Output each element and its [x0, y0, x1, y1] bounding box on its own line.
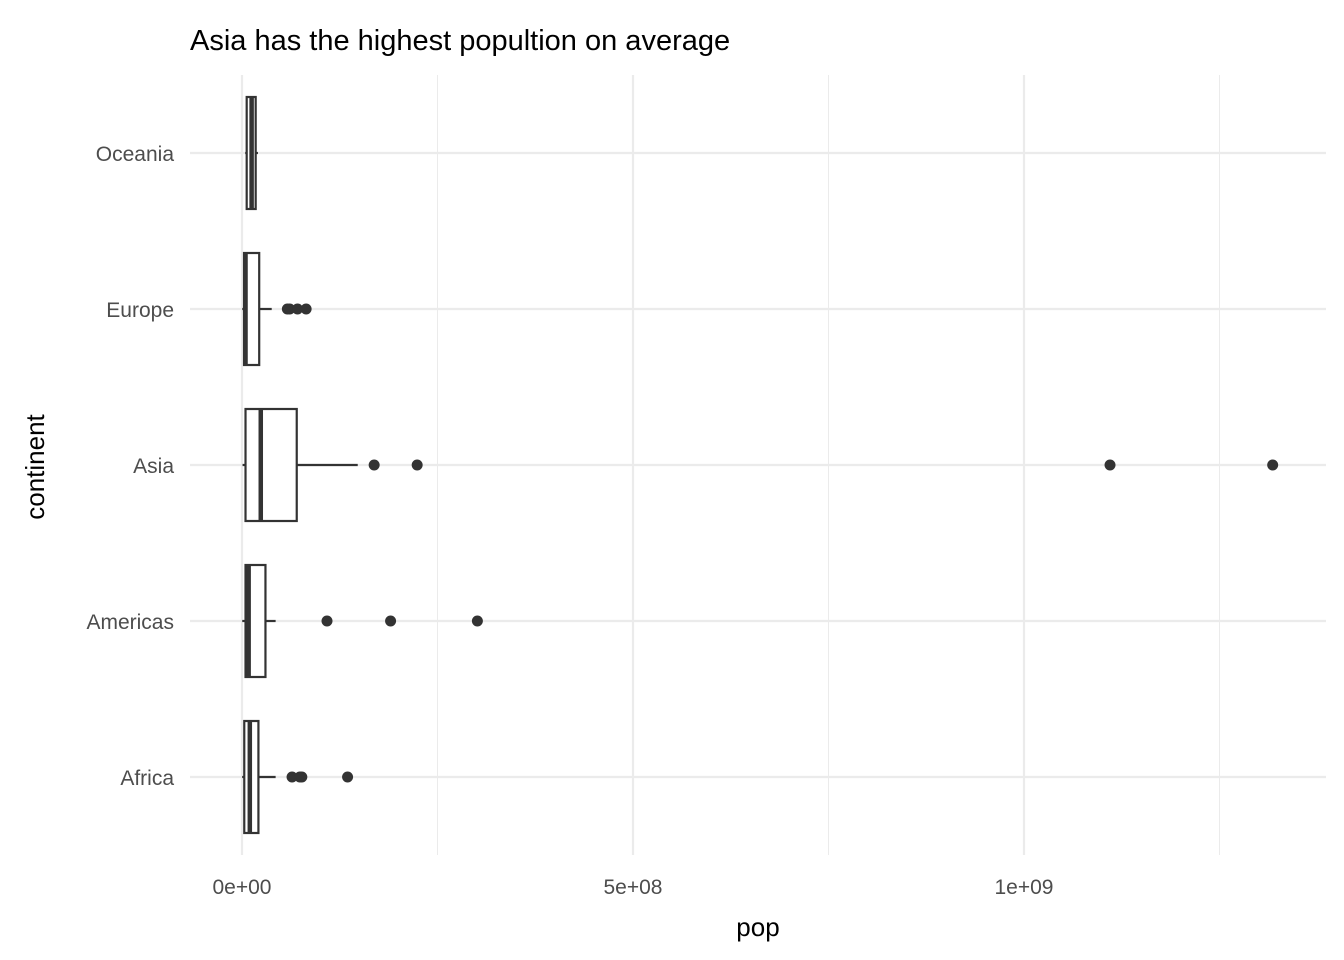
y-tick-label: Oceania — [96, 143, 175, 166]
outlier-point — [284, 303, 296, 315]
outlier-point — [1267, 459, 1279, 471]
y-axis-label: continent — [20, 413, 50, 519]
box — [244, 407, 298, 523]
grid — [190, 75, 1326, 855]
box-oceania — [245, 95, 258, 211]
box-europe — [242, 251, 312, 367]
y-tick-label: Africa — [120, 767, 174, 790]
y-tick-labels: Africa Americas Asia Europe Oceania — [86, 143, 174, 790]
boxes — [242, 95, 1279, 835]
x-tick-label: 1e+09 — [995, 876, 1054, 899]
x-tick-label: 5e+08 — [604, 876, 663, 899]
outlier-point — [1104, 459, 1116, 471]
box-africa — [242, 719, 354, 835]
outlier-point — [385, 615, 397, 627]
box-americas — [242, 563, 483, 679]
x-tick-labels: 0e+00 5e+08 1e+09 — [213, 876, 1054, 899]
outlier-point — [471, 615, 483, 627]
box-asia — [242, 407, 1279, 523]
y-tick-label: Asia — [133, 455, 174, 478]
x-tick-label: 0e+00 — [213, 876, 272, 899]
chart-title: Asia has the highest popultion on averag… — [190, 25, 730, 57]
outlier-point — [342, 771, 354, 783]
x-axis-label: pop — [736, 912, 779, 942]
outlier-point — [286, 771, 298, 783]
outlier-point — [296, 771, 308, 783]
outlier-point — [368, 459, 380, 471]
outlier-point — [292, 303, 304, 315]
outlier-point — [411, 459, 423, 471]
outlier-point — [321, 615, 333, 627]
y-tick-label: Europe — [106, 299, 174, 322]
y-tick-label: Americas — [86, 611, 174, 634]
outlier-point — [300, 303, 312, 315]
